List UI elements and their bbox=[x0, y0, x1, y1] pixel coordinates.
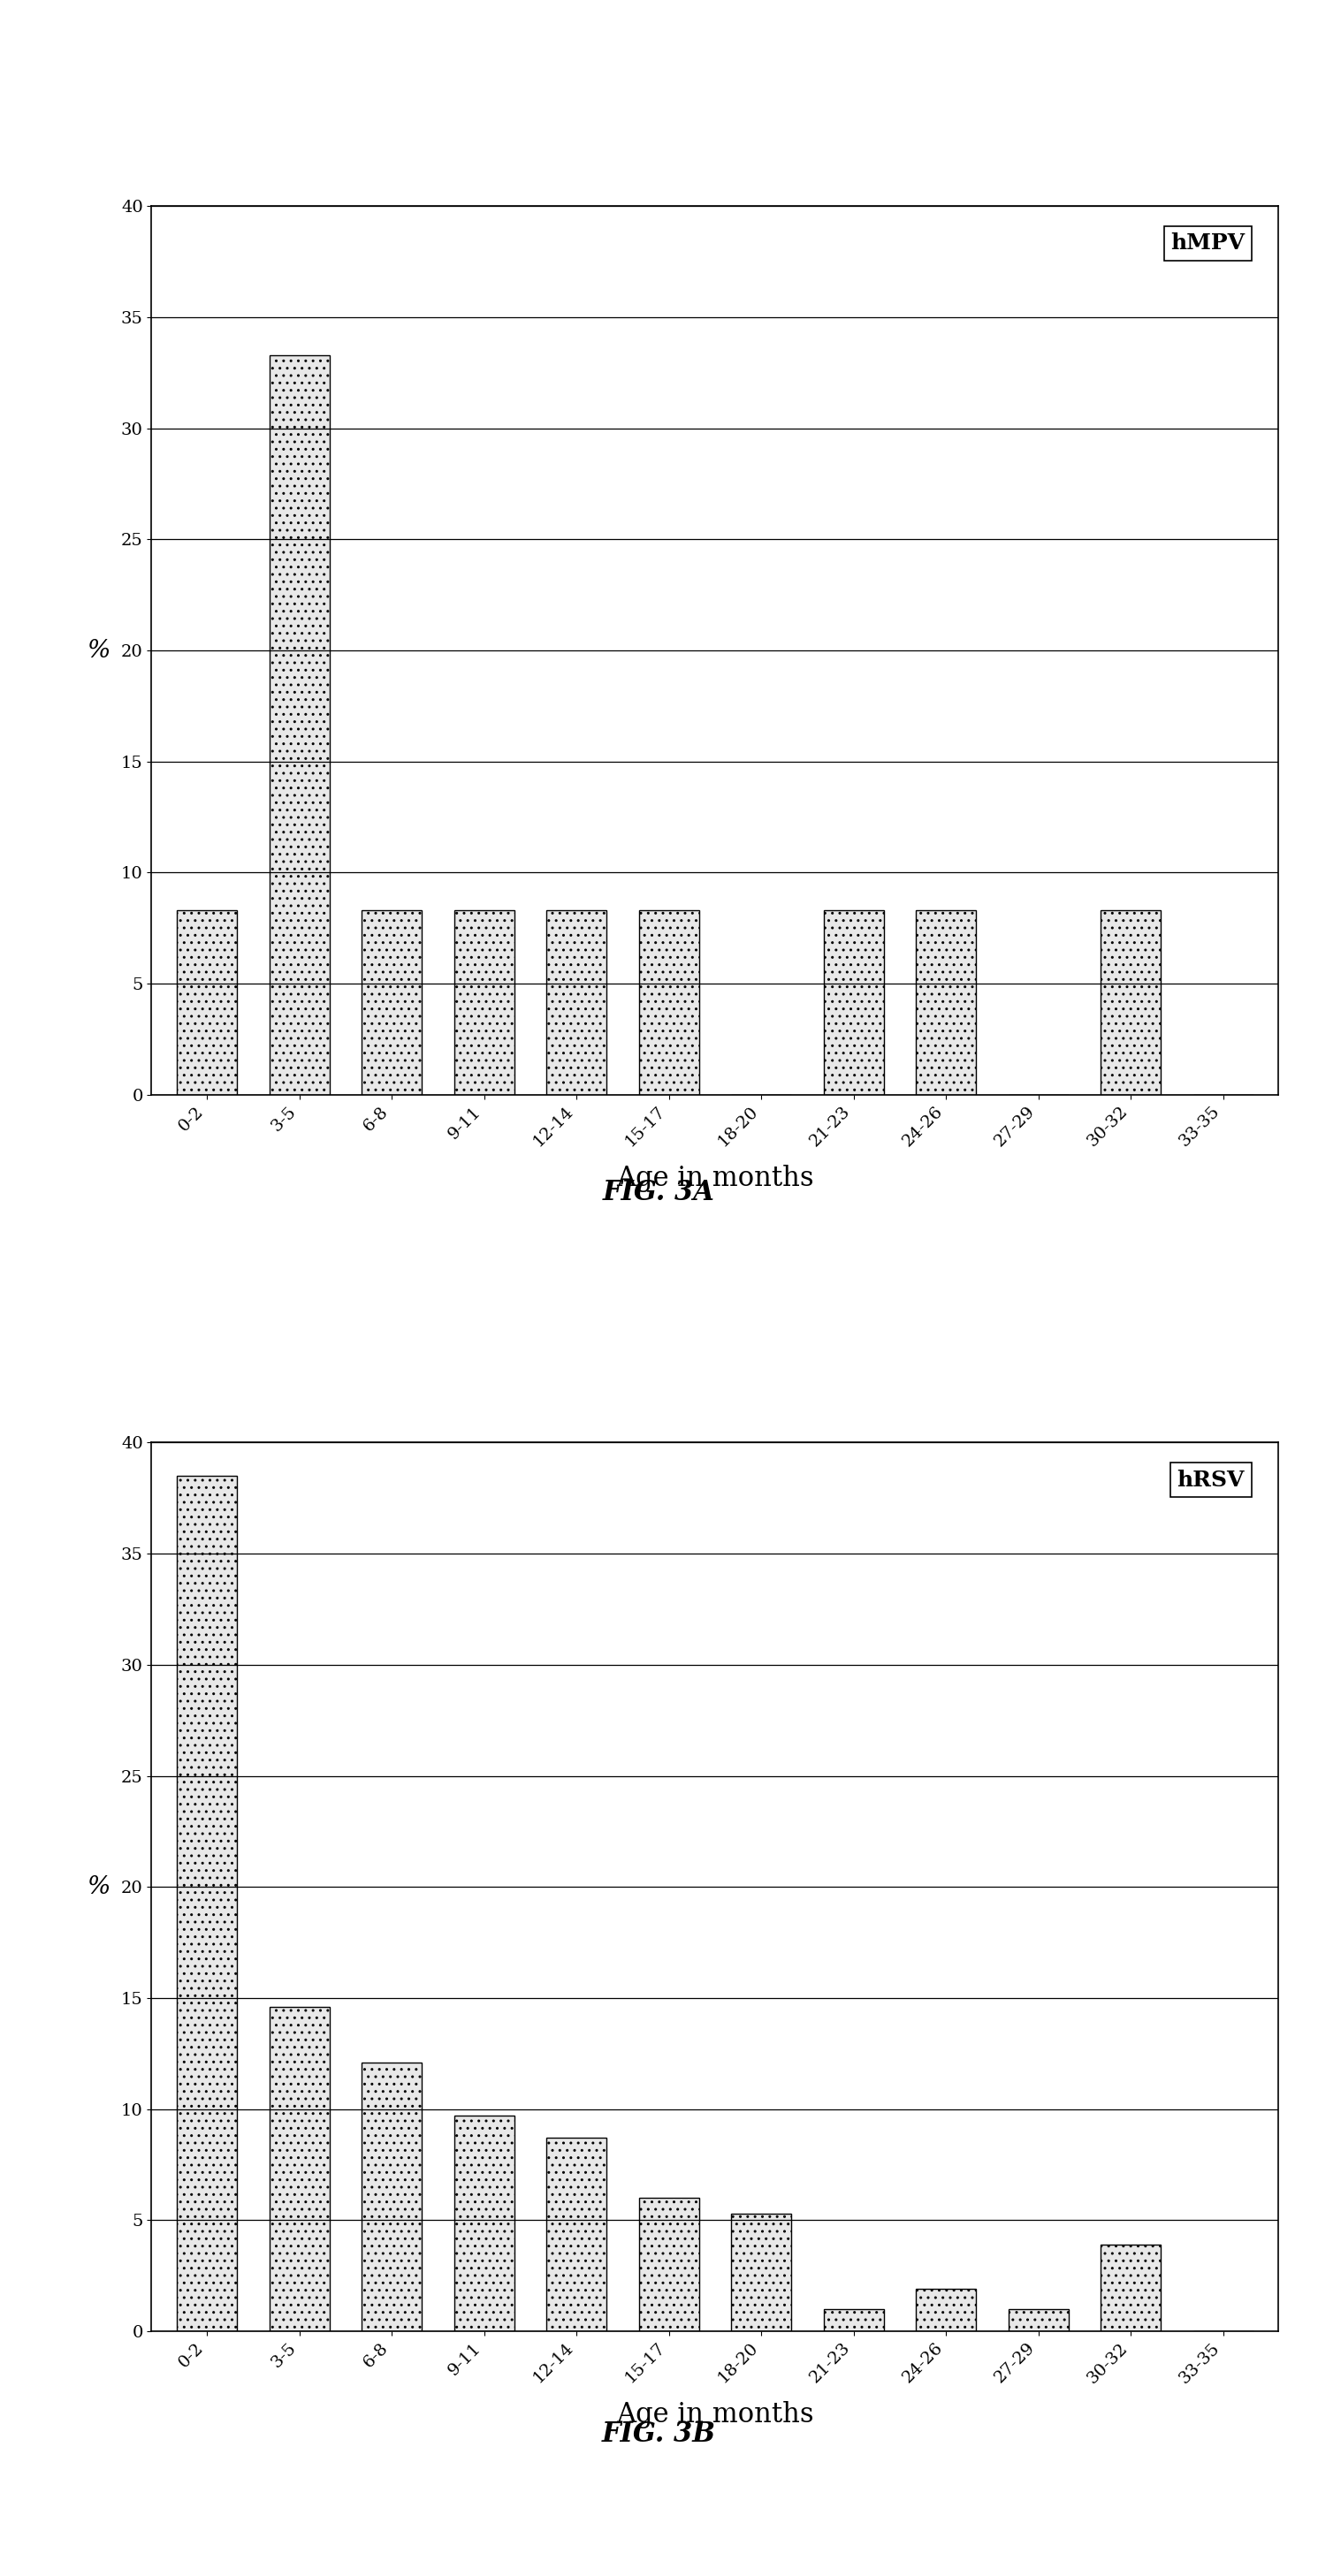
Text: FIG. 3B: FIG. 3B bbox=[602, 2421, 716, 2447]
Bar bbox=[639, 2197, 699, 2331]
Bar bbox=[269, 2007, 330, 2331]
Bar bbox=[824, 2308, 883, 2331]
Bar bbox=[547, 2138, 606, 2331]
Bar bbox=[639, 909, 699, 1095]
Y-axis label: %: % bbox=[87, 1875, 111, 1899]
Bar bbox=[731, 2213, 791, 2331]
Bar bbox=[177, 1476, 237, 2331]
Bar bbox=[361, 909, 422, 1095]
Bar bbox=[1101, 909, 1161, 1095]
Y-axis label: %: % bbox=[87, 639, 111, 662]
Text: hMPV: hMPV bbox=[1170, 232, 1244, 255]
Bar bbox=[824, 909, 883, 1095]
Bar bbox=[916, 2290, 975, 2331]
Bar bbox=[361, 2063, 422, 2331]
Bar bbox=[455, 909, 514, 1095]
Bar bbox=[177, 909, 237, 1095]
Text: FIG. 3A: FIG. 3A bbox=[602, 1180, 716, 1206]
Bar bbox=[269, 355, 330, 1095]
Bar bbox=[455, 2115, 514, 2331]
Bar bbox=[916, 909, 975, 1095]
Text: hRSV: hRSV bbox=[1177, 1468, 1244, 1492]
X-axis label: Age in months: Age in months bbox=[617, 1164, 813, 1193]
Bar bbox=[1101, 2244, 1161, 2331]
Bar bbox=[547, 909, 606, 1095]
X-axis label: Age in months: Age in months bbox=[617, 2401, 813, 2429]
Bar bbox=[1008, 2308, 1069, 2331]
